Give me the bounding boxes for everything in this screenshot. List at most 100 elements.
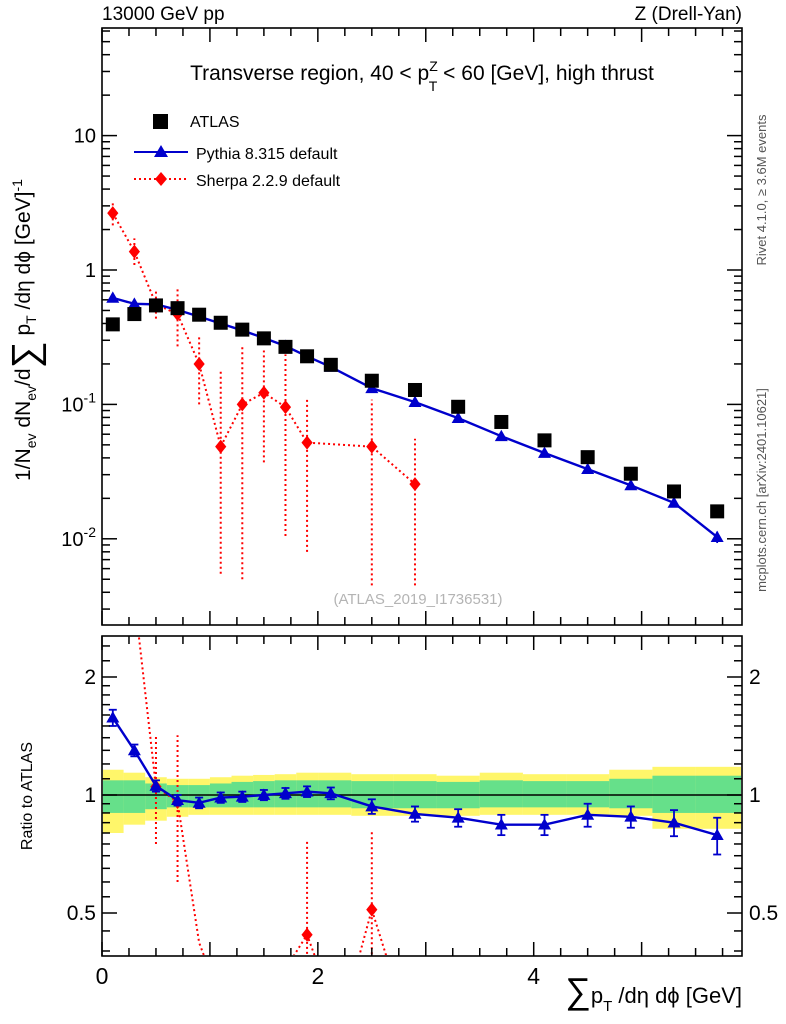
legend: ATLAS Pythia 8.315 default Sherpa 2.2.9 … bbox=[134, 114, 341, 190]
data-marker-triangle bbox=[106, 291, 120, 303]
ylabel-sigma: ∑ bbox=[5, 341, 47, 368]
sherpa-main-line bbox=[111, 212, 416, 485]
ylabel-part-4: p bbox=[12, 324, 35, 342]
data-marker-diamond bbox=[215, 439, 227, 454]
ratio-y-tick-label-right: 0.5 bbox=[749, 902, 778, 925]
plot-title: Transverse region, 40 < pZ T < 60 [GeV], … bbox=[190, 58, 654, 94]
data-marker-diamond bbox=[366, 439, 378, 454]
data-marker-diamond bbox=[236, 397, 248, 412]
data-marker-square bbox=[127, 307, 142, 322]
data-marker-triangle bbox=[537, 446, 551, 458]
main-panel-frame bbox=[101, 27, 743, 626]
data-marker-triangle bbox=[324, 786, 338, 799]
rivet-version-label: Rivet 4.1.0, ≥ 3.6M events bbox=[754, 114, 769, 265]
ratio-y-tick-labels: 2 2 1 1 0.5 0.5 bbox=[67, 666, 778, 925]
data-marker-triangle bbox=[257, 788, 271, 800]
data-marker-square bbox=[451, 399, 466, 414]
data-marker-triangle bbox=[624, 478, 638, 491]
xlabel-sub: T bbox=[603, 998, 612, 1015]
mcplots-source-text: mcplots.cern.ch [arXiv:2401.10621] bbox=[754, 388, 769, 592]
ylabel-sub-2: ev bbox=[23, 386, 39, 401]
main-y-tick-label: 10 bbox=[74, 126, 96, 148]
data-marker-square bbox=[170, 301, 185, 316]
data-marker-triangle bbox=[149, 779, 163, 791]
data-marker-triangle bbox=[235, 790, 249, 802]
data-marker-diamond bbox=[193, 356, 205, 371]
data-marker-triangle bbox=[581, 808, 595, 820]
data-marker-triangle bbox=[451, 411, 465, 424]
data-marker-triangle bbox=[451, 811, 465, 823]
ratio-inner-band-segment bbox=[522, 781, 567, 808]
legend-entry-atlas[interactable]: ATLAS bbox=[153, 114, 240, 131]
ratio-inner-band-segment bbox=[103, 780, 124, 813]
legend-entry-sherpa[interactable]: Sherpa 2.2.9 default bbox=[134, 172, 341, 190]
ylabel-sub-3: T bbox=[23, 315, 39, 324]
ylabel-part-3: /d bbox=[12, 368, 35, 386]
data-marker-diamond bbox=[366, 902, 378, 917]
pythia-marker-icon bbox=[154, 145, 168, 157]
sherpa-ratio-line bbox=[137, 637, 388, 955]
ratio-y-tick-label-right: 1 bbox=[749, 784, 761, 807]
legend-entry-pythia[interactable]: Pythia 8.315 default bbox=[134, 145, 338, 163]
ratio-inner-band-segment bbox=[479, 780, 523, 808]
data-marker-diamond bbox=[258, 385, 270, 400]
data-marker-diamond bbox=[128, 244, 140, 259]
ratio-y-axis-label: Ratio to ATLAS bbox=[19, 742, 36, 850]
data-marker-diamond bbox=[301, 435, 313, 450]
data-marker-triangle bbox=[408, 807, 422, 819]
ylabel-part-2: dN bbox=[12, 401, 35, 434]
data-marker-square bbox=[105, 317, 120, 332]
data-marker-square bbox=[407, 382, 422, 397]
data-marker-triangle bbox=[710, 530, 724, 542]
ratio-data-layer bbox=[106, 637, 724, 955]
header-right-label: Z (Drell-Yan) bbox=[635, 4, 742, 25]
data-marker-square bbox=[667, 484, 682, 499]
data-marker-diamond bbox=[409, 477, 421, 492]
data-marker-square bbox=[235, 322, 250, 337]
ratio-panel-ticks bbox=[101, 636, 742, 956]
ratio-inner-band-segment bbox=[123, 780, 146, 813]
x-axis-label: ∑pT /dη dϕ [GeV] bbox=[565, 970, 742, 1015]
x-tick-label: 0 bbox=[96, 963, 109, 989]
main-panel-ticks bbox=[101, 28, 742, 625]
main-y-tick-labels: 10 1 10-1 10-2 bbox=[61, 126, 96, 551]
data-marker-square bbox=[192, 307, 207, 322]
ratio-panel-frame bbox=[101, 635, 743, 957]
data-marker-triangle bbox=[494, 818, 508, 830]
data-marker-square bbox=[213, 315, 228, 330]
svg-text:1/Nev dNev/d∑ pT /dη dϕ [GeV]: 1/Nev dNev/d∑ pT /dη dϕ [GeV]-1 bbox=[5, 179, 47, 481]
data-marker-triangle bbox=[581, 462, 595, 474]
xlabel-sigma: ∑ bbox=[565, 970, 591, 1011]
data-marker-square bbox=[278, 339, 293, 354]
legend-label-sherpa: Sherpa 2.2.9 default bbox=[196, 173, 341, 190]
data-marker-diamond bbox=[301, 927, 313, 942]
ratio-ylabel-text: Ratio to ATLAS bbox=[19, 742, 36, 850]
data-marker-triangle bbox=[300, 785, 314, 797]
ratio-panel: 2 2 1 1 0.5 0.5 0 2 4 bbox=[67, 635, 778, 989]
ratio-y-tick-label-left: 0.5 bbox=[67, 902, 96, 925]
ylabel-part-5: /dη dϕ [GeV] bbox=[12, 191, 35, 315]
ratio-y-tick-label-left: 1 bbox=[84, 784, 96, 807]
rivet-version-text: Rivet 4.1.0, ≥ 3.6M events bbox=[754, 114, 769, 265]
main-panel: 10 1 10-1 10-2 bbox=[61, 27, 743, 626]
x-tick-label: 2 bbox=[311, 963, 324, 989]
legend-label-pythia: Pythia 8.315 default bbox=[196, 146, 338, 163]
data-marker-square bbox=[580, 450, 595, 465]
main-data-layer bbox=[105, 202, 725, 586]
data-marker-triangle bbox=[494, 429, 508, 442]
ylabel-part-1: 1/N bbox=[12, 448, 35, 481]
main-y-tick-label: 1 bbox=[85, 260, 96, 282]
sherpa-marker-icon bbox=[155, 172, 167, 186]
xlabel-p: p bbox=[591, 983, 603, 1008]
data-marker-triangle bbox=[127, 297, 141, 309]
data-marker-triangle bbox=[278, 786, 292, 799]
analysis-watermark: (ATLAS_2019_I1736531) bbox=[333, 591, 502, 608]
main-y-axis-label: 1/Nev dNev/d∑ pT /dη dϕ [GeV]-1 bbox=[5, 179, 47, 481]
data-marker-square bbox=[148, 298, 163, 313]
plot-title-a: Transverse region, 40 < p bbox=[190, 62, 429, 85]
mcplots-source-label: mcplots.cern.ch [arXiv:2401.10621] bbox=[754, 388, 769, 592]
data-marker-square bbox=[323, 357, 338, 372]
